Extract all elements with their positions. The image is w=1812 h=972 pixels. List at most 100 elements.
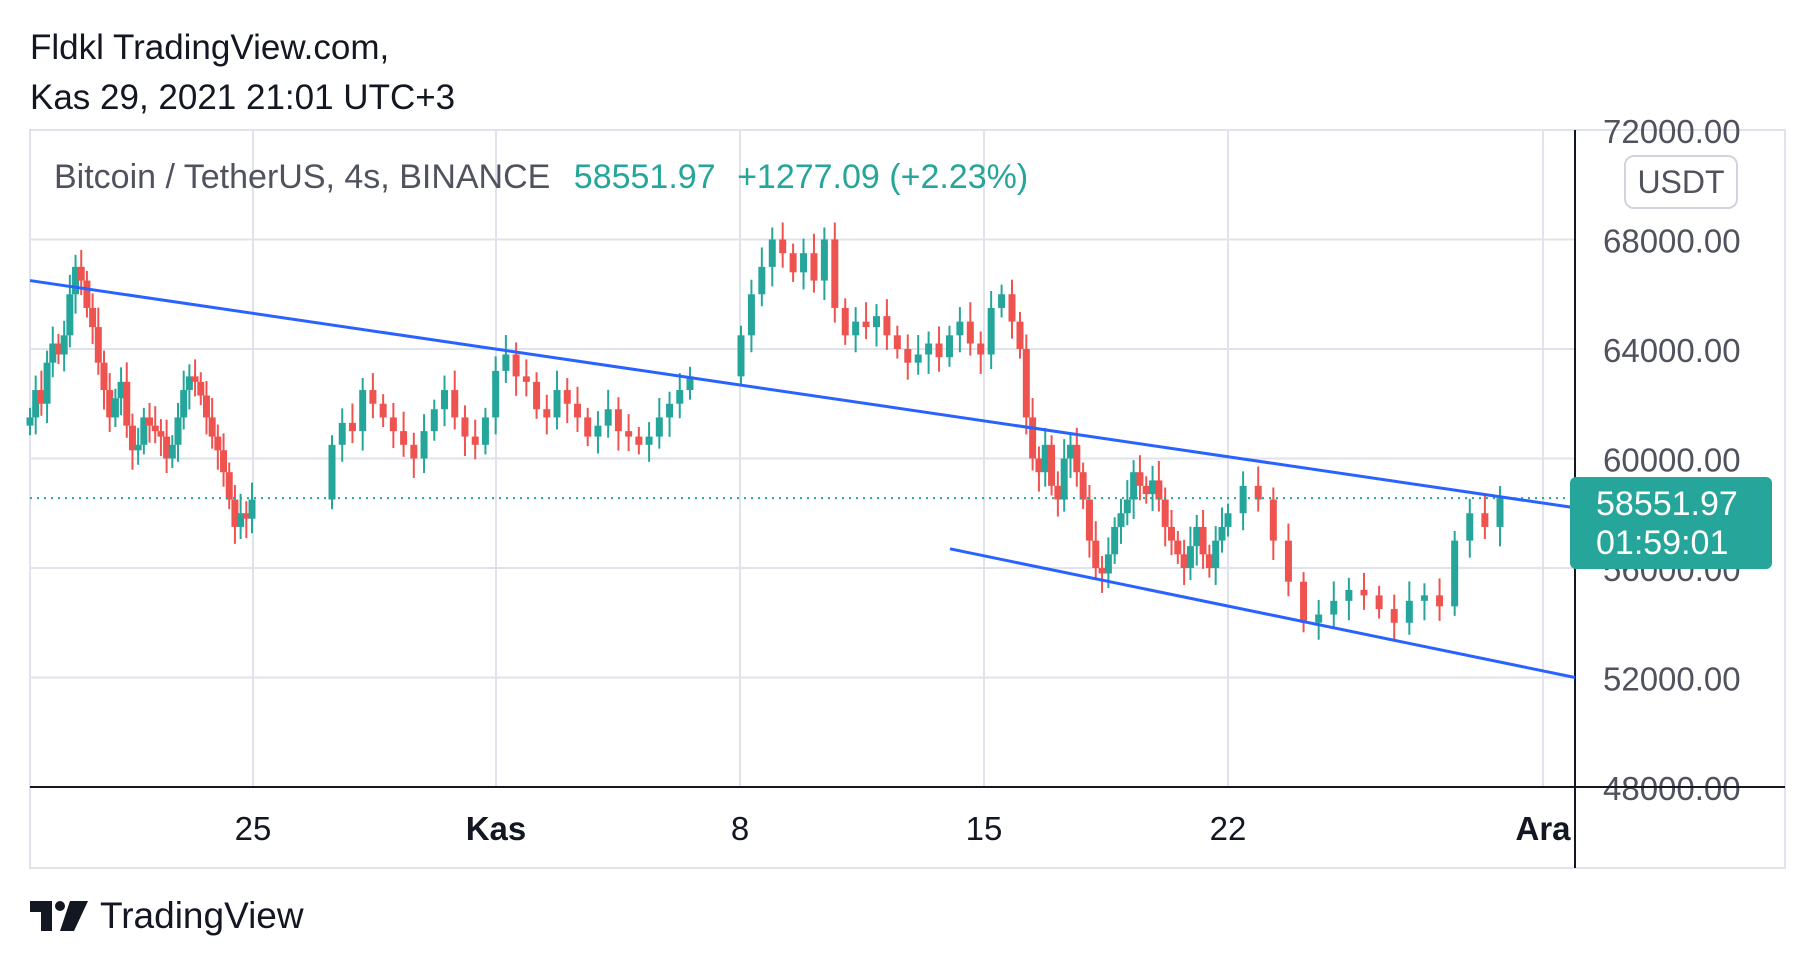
candle xyxy=(604,409,612,426)
candle xyxy=(248,499,256,519)
currency-button[interactable]: USDT xyxy=(1624,155,1738,209)
candle xyxy=(800,253,808,273)
legend-symbol: Bitcoin / TetherUS, 4s, BINANCE xyxy=(54,158,551,196)
candle xyxy=(191,376,199,382)
candle xyxy=(645,436,653,445)
candle xyxy=(1405,600,1413,623)
footer-brand-text: TradingView xyxy=(100,895,304,936)
candle xyxy=(430,409,438,432)
candle xyxy=(1168,526,1175,541)
candle xyxy=(328,444,336,500)
candle xyxy=(1098,568,1106,574)
candle xyxy=(1104,554,1112,574)
candle xyxy=(1254,485,1262,500)
candle xyxy=(1205,554,1213,568)
x-tick-label: 25 xyxy=(235,810,272,847)
candle xyxy=(945,335,953,358)
candle xyxy=(1180,554,1188,568)
candle xyxy=(242,513,250,519)
candle xyxy=(758,266,766,295)
candle xyxy=(214,436,222,451)
candle xyxy=(1111,526,1119,555)
candle xyxy=(873,316,880,328)
candle xyxy=(185,376,193,391)
lower-trendline xyxy=(949,547,1576,679)
candle xyxy=(914,354,922,363)
candle xyxy=(237,513,245,527)
y-tick-label: 52000.00 xyxy=(1603,661,1741,698)
candle xyxy=(768,239,776,267)
candle xyxy=(66,294,74,336)
candle xyxy=(747,294,755,336)
candle xyxy=(1085,499,1093,541)
candle xyxy=(1420,595,1428,601)
candle xyxy=(1496,498,1504,527)
candle xyxy=(1136,472,1144,486)
candle xyxy=(492,370,500,418)
candle xyxy=(111,398,119,418)
candle xyxy=(635,436,643,445)
candle xyxy=(441,390,449,410)
candle xyxy=(1330,600,1338,615)
candle xyxy=(820,239,828,281)
candle xyxy=(32,390,40,418)
candle xyxy=(157,431,165,437)
candle xyxy=(481,417,489,445)
candle xyxy=(1360,589,1368,596)
candle xyxy=(208,417,216,437)
candle xyxy=(686,376,694,391)
candle xyxy=(49,343,57,363)
candle xyxy=(1269,499,1277,541)
candle xyxy=(54,343,62,355)
candle xyxy=(676,390,684,404)
candle xyxy=(1060,458,1068,500)
y-tick-label: 72000.00 xyxy=(1603,113,1741,150)
candle xyxy=(338,422,346,445)
y-tick-label: 60000.00 xyxy=(1603,442,1741,479)
candle xyxy=(410,444,418,459)
candle xyxy=(106,390,114,418)
candle xyxy=(451,390,459,418)
candle xyxy=(935,343,943,358)
legend-price: 58551.97 xyxy=(573,158,716,196)
candle xyxy=(1345,589,1353,601)
candle xyxy=(151,425,159,432)
candle xyxy=(1054,485,1062,500)
header-timestamp: Kas 29, 2021 21:01 UTC+3 xyxy=(30,78,456,117)
y-tick-label: 64000.00 xyxy=(1603,332,1741,369)
candle xyxy=(72,266,80,295)
candle xyxy=(522,376,530,382)
tradingview-logo-icon xyxy=(30,901,88,931)
candle xyxy=(1315,614,1323,623)
candle xyxy=(779,239,787,254)
candle xyxy=(37,390,45,404)
candle xyxy=(168,444,176,459)
candle xyxy=(1092,540,1100,568)
candle xyxy=(737,335,745,377)
candle xyxy=(1218,526,1226,541)
candle xyxy=(841,307,849,336)
candle xyxy=(359,390,367,432)
candle xyxy=(123,381,131,426)
candle xyxy=(1239,485,1247,514)
x-tick-label: Kas xyxy=(466,810,527,847)
candle xyxy=(789,253,797,273)
x-tick-label: 22 xyxy=(1210,810,1247,847)
candle xyxy=(1466,513,1474,541)
x-tick-label: 8 xyxy=(731,810,749,847)
header-title: Fldkl TradingView.com, xyxy=(30,28,390,67)
candle xyxy=(140,417,148,445)
candle xyxy=(502,354,510,371)
candle xyxy=(379,403,387,418)
candle xyxy=(956,321,964,336)
symbol-legend: Bitcoin / TetherUS, 4s, BINANCE 58551.97… xyxy=(54,158,1028,197)
candle xyxy=(1067,444,1074,459)
candle xyxy=(1079,472,1087,500)
candle xyxy=(1035,458,1043,473)
candle xyxy=(100,362,108,391)
x-tick-label: Ara xyxy=(1515,810,1571,847)
candle xyxy=(1022,349,1030,418)
candle xyxy=(1212,540,1220,568)
candle xyxy=(163,436,171,459)
